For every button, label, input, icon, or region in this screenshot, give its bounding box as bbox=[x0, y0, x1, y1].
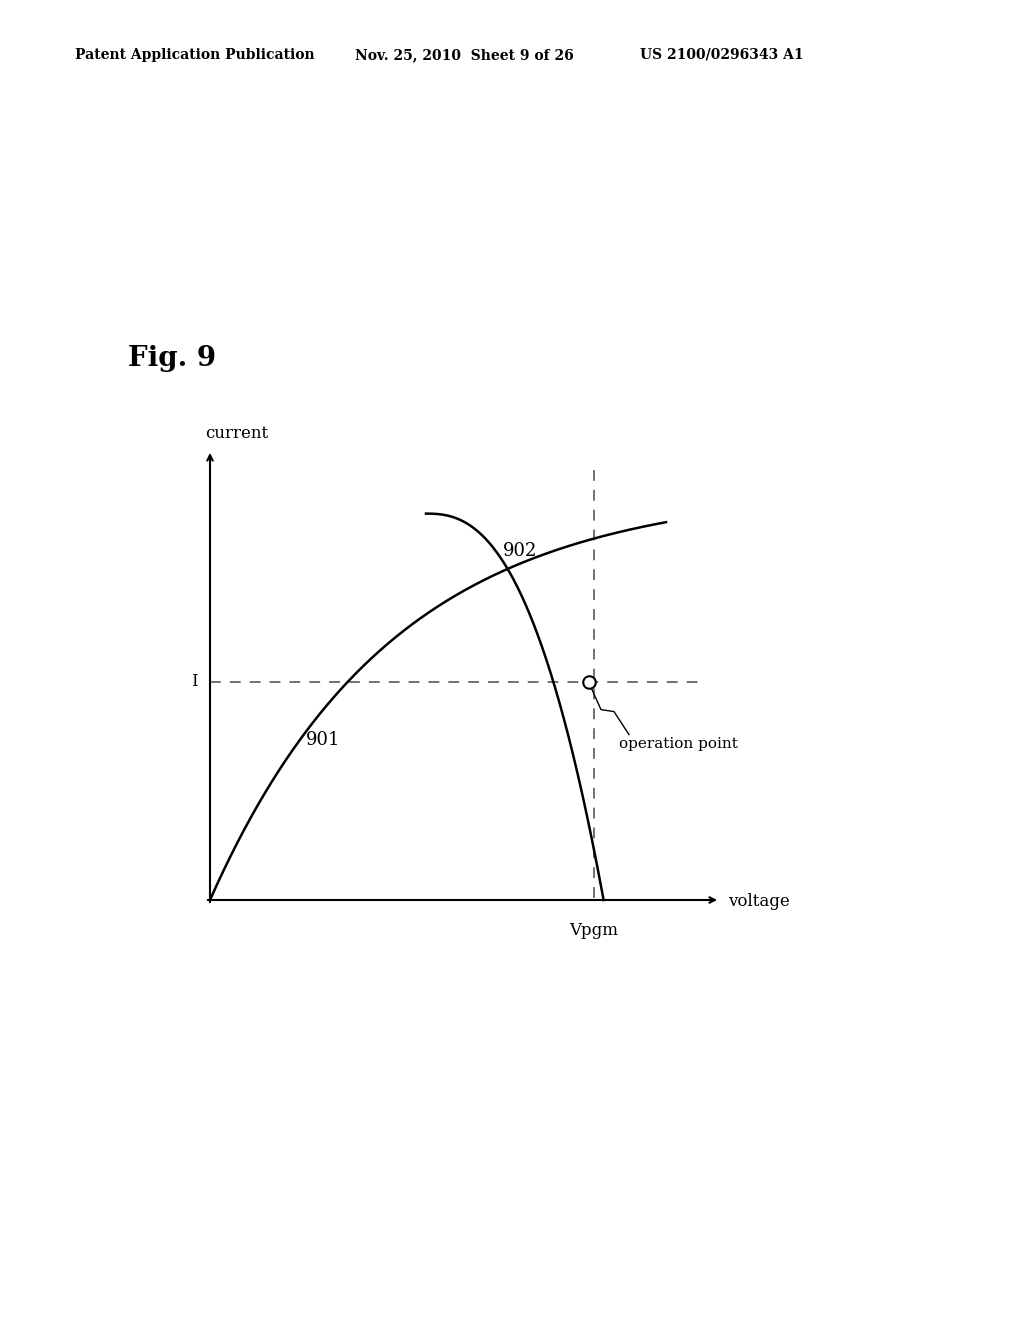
Text: 902: 902 bbox=[503, 543, 538, 561]
Text: Patent Application Publication: Patent Application Publication bbox=[75, 48, 314, 62]
Text: Vpgm: Vpgm bbox=[569, 921, 618, 939]
Text: current: current bbox=[205, 425, 268, 442]
Text: US 2100/0296343 A1: US 2100/0296343 A1 bbox=[640, 48, 804, 62]
Text: operation point: operation point bbox=[618, 737, 738, 751]
Text: 901: 901 bbox=[306, 731, 341, 750]
Text: voltage: voltage bbox=[728, 894, 790, 911]
Text: Nov. 25, 2010  Sheet 9 of 26: Nov. 25, 2010 Sheet 9 of 26 bbox=[355, 48, 573, 62]
Text: I: I bbox=[191, 673, 198, 690]
Text: Fig. 9: Fig. 9 bbox=[128, 345, 216, 372]
